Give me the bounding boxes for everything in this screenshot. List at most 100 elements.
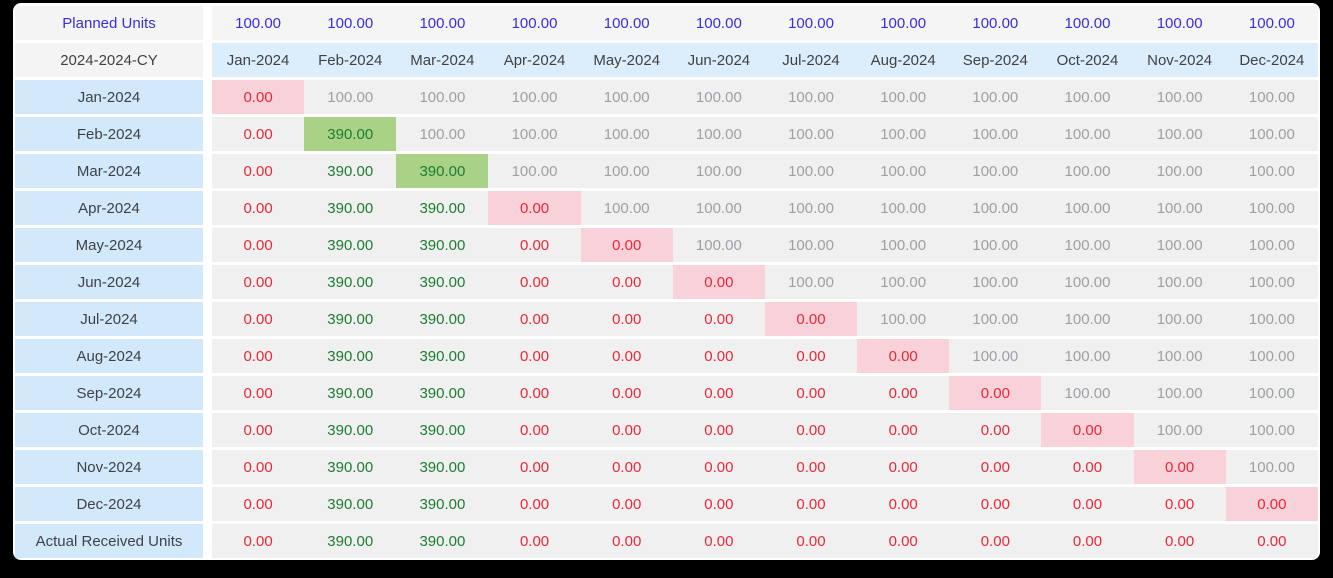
grid-cell[interactable]: 390.00 [304,117,397,151]
grid-cell[interactable]: 0.00 [212,265,305,299]
grid-cell[interactable]: 0.00 [764,524,858,558]
grid-cell[interactable]: 0.00 [1041,524,1134,558]
grid-cell[interactable]: 0.00 [672,450,765,484]
grid-cell[interactable]: 100.00 [1133,154,1226,188]
grid-cell[interactable]: 100.00 [1041,191,1134,225]
grid-cell[interactable]: 390.00 [304,191,397,225]
grid-cell[interactable]: 390.00 [396,524,489,558]
grid-cell[interactable]: 0.00 [949,524,1042,558]
grid-cell[interactable]: 0.00 [580,302,673,336]
grid-cell[interactable]: 100.00 [764,117,858,151]
grid-cell[interactable]: 100.00 [857,265,950,299]
grid-cell[interactable]: 390.00 [396,302,489,336]
grid-cell[interactable]: 100.00 [1225,191,1318,225]
grid-cell[interactable]: 390.00 [304,154,397,188]
grid-cell[interactable]: 0.00 [212,80,305,114]
grid-cell[interactable]: 100.00 [304,80,397,114]
grid-cell[interactable]: 100.00 [1041,376,1134,410]
grid-cell[interactable]: 100.00 [1133,302,1226,336]
grid-cell[interactable]: 100.00 [1041,117,1134,151]
grid-cell[interactable]: 100.00 [949,302,1042,336]
grid-cell[interactable]: 0.00 [488,191,581,225]
grid-cell[interactable]: 0.00 [672,339,765,373]
grid-cell[interactable]: 100.00 [1225,154,1318,188]
grid-cell[interactable]: 100.00 [764,228,858,262]
grid-cell[interactable]: 100.00 [396,80,489,114]
grid-cell[interactable]: 100.00 [1225,450,1318,484]
grid-cell[interactable]: 100.00 [580,80,673,114]
grid-cell[interactable]: 100.00 [580,191,673,225]
grid-cell[interactable]: 0.00 [1041,450,1134,484]
grid-cell[interactable]: 0.00 [488,265,581,299]
grid-cell[interactable]: 0.00 [1041,413,1134,447]
grid-cell[interactable]: 0.00 [764,413,858,447]
grid-cell[interactable]: 0.00 [764,339,858,373]
grid-cell[interactable]: 100.00 [488,154,581,188]
grid-cell[interactable]: 0.00 [580,450,673,484]
grid-cell[interactable]: 0.00 [764,376,858,410]
grid-cell[interactable]: 100.00 [1133,228,1226,262]
grid-cell[interactable]: 100.00 [764,265,858,299]
grid-cell[interactable]: 0.00 [488,376,581,410]
grid-cell[interactable]: 100.00 [1225,302,1318,336]
grid-cell[interactable]: 0.00 [580,413,673,447]
grid-cell[interactable]: 0.00 [857,524,950,558]
grid-cell[interactable]: 0.00 [1133,487,1226,521]
grid-cell[interactable]: 0.00 [488,228,581,262]
grid-cell[interactable]: 0.00 [672,302,765,336]
grid-cell[interactable]: 100.00 [764,80,858,114]
grid-cell[interactable]: 100.00 [1041,339,1134,373]
grid-cell[interactable]: 100.00 [672,191,765,225]
grid-cell[interactable]: 100.00 [857,154,950,188]
grid-cell[interactable]: 100.00 [764,191,858,225]
grid-cell[interactable]: 0.00 [488,339,581,373]
grid-cell[interactable]: 0.00 [580,339,673,373]
grid-cell[interactable]: 100.00 [1133,191,1226,225]
grid-cell[interactable]: 100.00 [857,228,950,262]
grid-cell[interactable]: 100.00 [949,228,1042,262]
grid-cell[interactable]: 0.00 [672,376,765,410]
grid-cell[interactable]: 0.00 [949,376,1042,410]
grid-cell[interactable]: 390.00 [396,450,489,484]
grid-cell[interactable]: 390.00 [396,191,489,225]
grid-cell[interactable]: 0.00 [1133,450,1226,484]
grid-cell[interactable]: 0.00 [672,524,765,558]
grid-cell[interactable]: 0.00 [580,228,673,262]
grid-cell[interactable]: 100.00 [1225,80,1318,114]
grid-cell[interactable]: 0.00 [672,413,765,447]
grid-cell[interactable]: 100.00 [949,117,1042,151]
grid-cell[interactable]: 390.00 [304,228,397,262]
grid-cell[interactable]: 100.00 [1133,265,1226,299]
grid-cell[interactable]: 390.00 [304,450,397,484]
grid-cell[interactable]: 100.00 [1225,265,1318,299]
grid-cell[interactable]: 0.00 [488,487,581,521]
grid-cell[interactable]: 390.00 [396,265,489,299]
grid-cell[interactable]: 0.00 [1133,524,1226,558]
grid-cell[interactable]: 100.00 [1041,228,1134,262]
grid-cell[interactable]: 100.00 [1225,117,1318,151]
grid-cell[interactable]: 0.00 [212,413,305,447]
grid-cell[interactable]: 0.00 [1225,524,1318,558]
grid-cell[interactable]: 0.00 [672,265,765,299]
grid-cell[interactable]: 0.00 [212,376,305,410]
grid-cell[interactable]: 390.00 [396,413,489,447]
grid-cell[interactable]: 100.00 [1133,339,1226,373]
grid-cell[interactable]: 0.00 [580,524,673,558]
grid-cell[interactable]: 100.00 [580,154,673,188]
grid-cell[interactable]: 0.00 [212,302,305,336]
grid-cell[interactable]: 390.00 [396,376,489,410]
grid-cell[interactable]: 100.00 [1133,117,1226,151]
grid-cell[interactable]: 390.00 [304,413,397,447]
grid-cell[interactable]: 0.00 [672,487,765,521]
grid-cell[interactable]: 0.00 [857,376,950,410]
grid-cell[interactable]: 0.00 [212,339,305,373]
grid-cell[interactable]: 390.00 [396,154,489,188]
grid-cell[interactable]: 0.00 [949,487,1042,521]
grid-cell[interactable]: 100.00 [672,117,765,151]
grid-cell[interactable]: 100.00 [857,191,950,225]
grid-cell[interactable]: 100.00 [1133,376,1226,410]
grid-cell[interactable]: 0.00 [764,450,858,484]
grid-cell[interactable]: 100.00 [488,117,581,151]
grid-cell[interactable]: 390.00 [396,487,489,521]
grid-cell[interactable]: 0.00 [488,302,581,336]
